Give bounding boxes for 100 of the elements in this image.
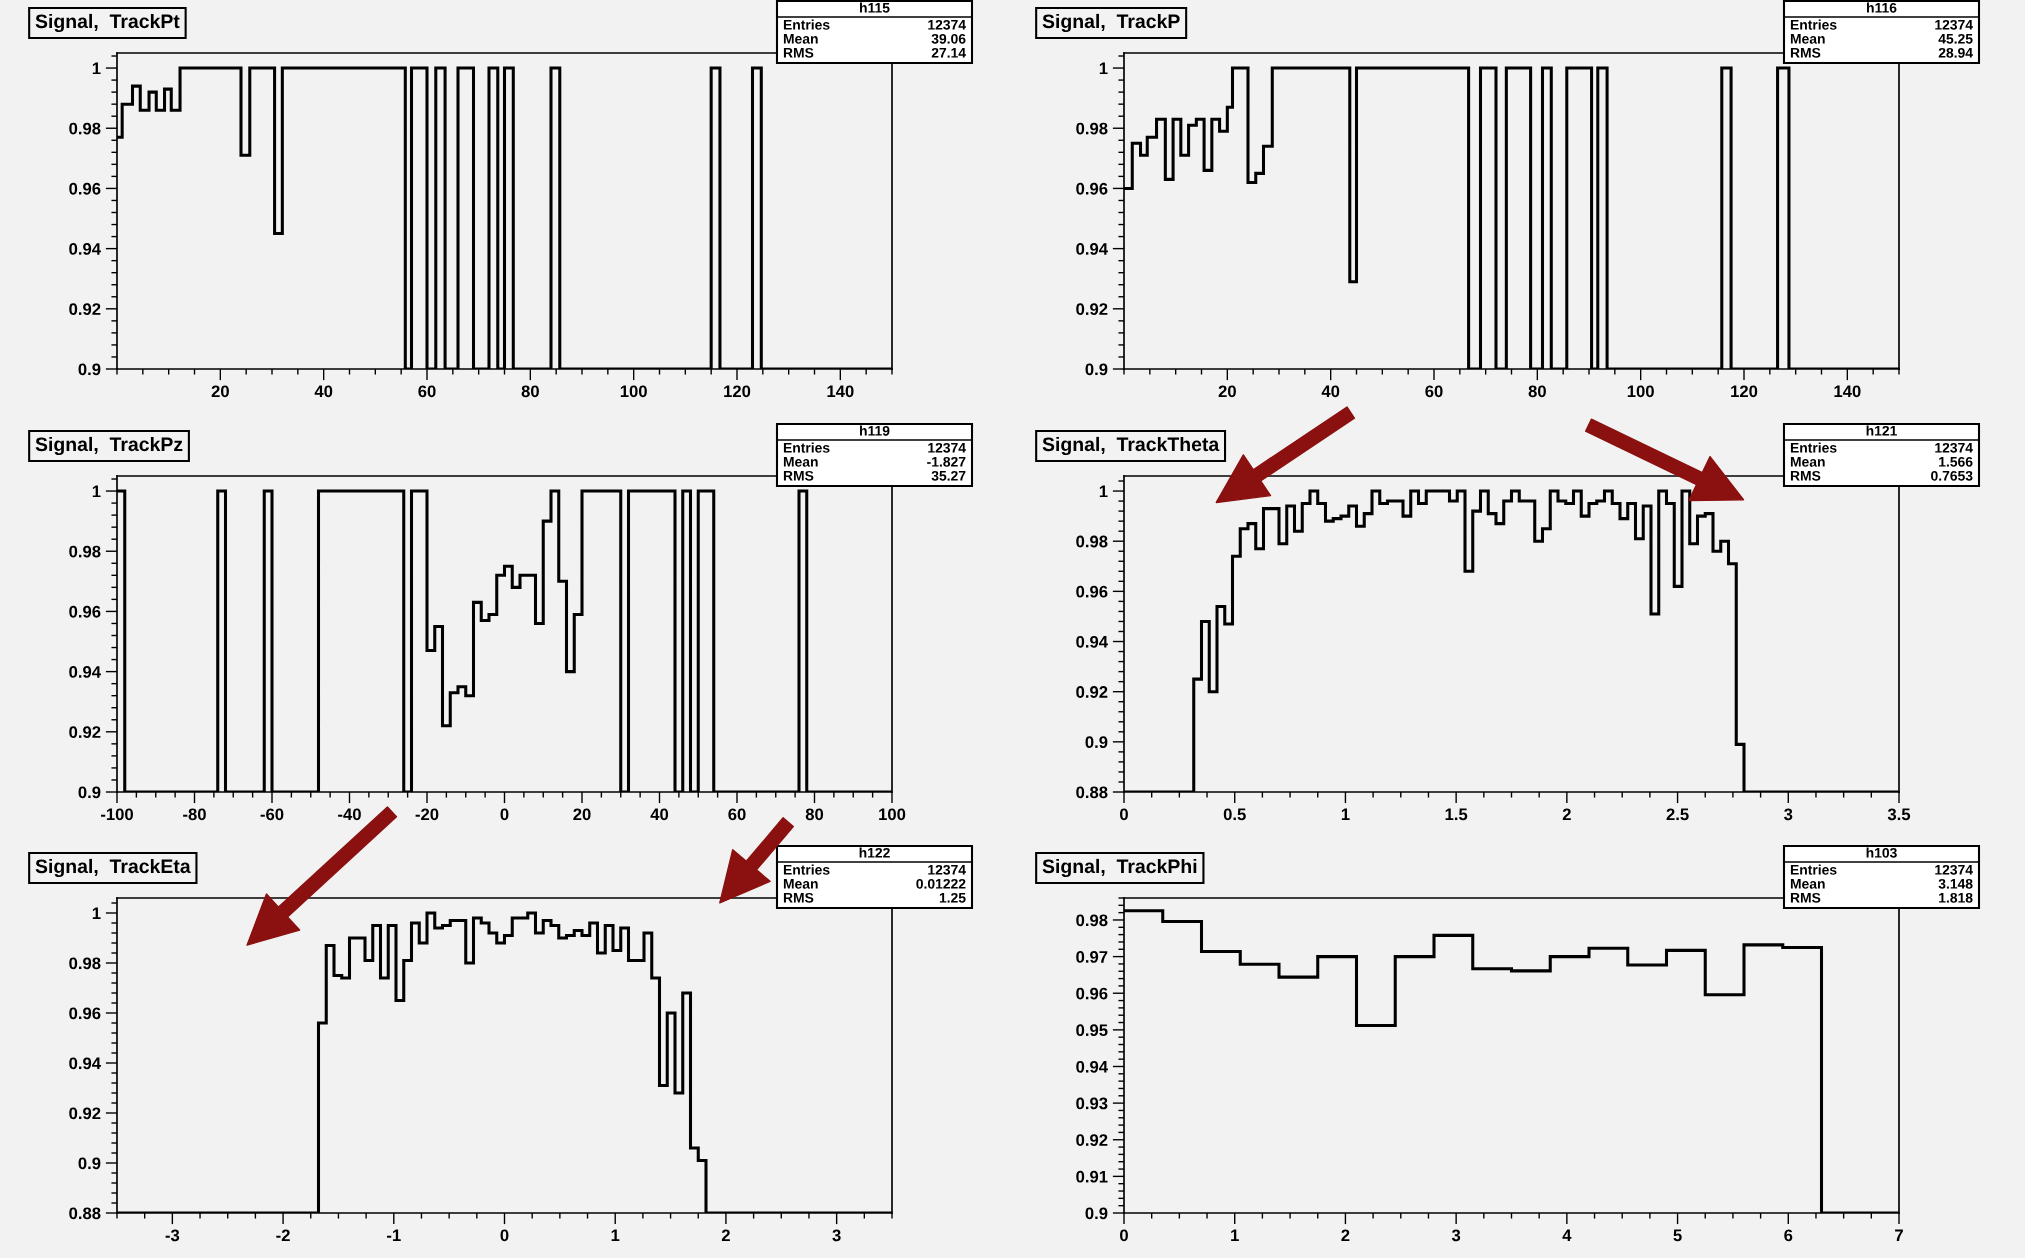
y-tick-label: 1 [92,907,101,920]
x-tick-label: 100 [620,385,647,398]
text: 1.566 [1939,456,1973,467]
text: 12374 [928,442,966,453]
chart-title: Signal, TrackPt [35,13,180,33]
x-tick-label: 40 [1321,385,1340,398]
x-tick-label: 40 [314,385,333,398]
y-tick-label: 0.92 [69,726,101,739]
x-tick-label: 0 [500,808,509,821]
text: 1.25 [939,892,966,903]
y-tick-label: 0.88 [69,1207,101,1220]
text: Entries [1790,442,1837,453]
text: Mean [783,879,818,889]
x-tick-label: -1 [387,1229,401,1242]
x-tick-label: -80 [183,808,206,821]
x-tick-label: 140 [827,385,854,398]
y-tick-label: 1 [1099,485,1108,498]
text: h115 [860,2,890,13]
text: h121 [1866,425,1897,436]
y-tick-label: 0.94 [1076,243,1108,255]
text: Entries [783,19,830,30]
y-tick-label: 0.98 [1076,122,1108,135]
y-tick-label: 0.9 [1085,1207,1108,1220]
x-tick-label: -40 [338,808,361,821]
text: Entries [783,442,830,453]
annotation: RMS [783,470,814,481]
text: Mean [1790,879,1825,889]
chart-title: Signal, TrackEta [35,858,191,878]
annotation: RMS [1790,892,1821,903]
x-tick-label: 3 [832,1229,841,1242]
x-tick-label: 3 [1784,808,1793,821]
y-tick-label: 0.92 [69,303,101,316]
y-tick-label: 0.9 [78,1157,101,1170]
y-tick-label: 0.94 [69,243,101,255]
x-tick-label: 60 [1425,385,1443,398]
text: 12374 [1935,864,1973,875]
text: Mean [783,457,818,467]
y-tick-label: 0.96 [1076,987,1108,1000]
x-tick-label: 20 [573,808,591,821]
x-tick-label: 1 [1231,1229,1239,1242]
x-tick-label: 120 [724,385,751,398]
text: h116 [1867,2,1897,13]
x-tick-label: -20 [415,808,439,821]
text: Entries [783,864,830,875]
x-tick-label: 0 [1120,808,1128,821]
x-tick-label: 80 [521,385,539,398]
y-tick-label: 0.96 [69,1007,101,1020]
x-tick-label: 3 [1451,1229,1461,1242]
x-tick-label: 1 [1341,808,1350,821]
text: 12374 [928,19,966,30]
text: 27.14 [931,47,966,58]
x-tick-label: 3.5 [1887,808,1911,821]
y-tick-label: 0.88 [1076,786,1108,799]
text: 35.27 [931,470,966,481]
y-tick-label: 0.96 [1076,585,1108,598]
text: 28.94 [1938,47,1973,58]
x-tick-label: 20 [211,385,229,398]
y-tick-label: 0.96 [1076,182,1108,195]
text: h119 [860,425,890,436]
x-tick-label: 20 [1218,385,1236,398]
y-tick-label: 0.96 [69,605,101,618]
y-tick-label: 0.9 [1085,736,1108,749]
x-tick-label: 2 [721,1229,730,1242]
x-tick-label: 0.5 [1223,808,1246,821]
annotation: RMS [1790,470,1821,481]
x-tick-label: 2.5 [1666,808,1689,821]
y-tick-label: 0.92 [69,1107,101,1120]
x-tick-label: 6 [1784,1229,1793,1242]
y-tick-label: 0.98 [69,957,101,970]
text: Entries [1790,19,1837,30]
x-tick-label: 100 [879,808,906,821]
x-tick-label: 0 [1120,1229,1128,1242]
x-tick-label: -2 [276,1229,290,1242]
y-tick-label: 0.95 [1076,1024,1108,1037]
x-tick-label: 140 [1834,385,1861,398]
annotation: RMS [1790,47,1821,58]
text: h103 [1866,847,1897,858]
x-tick-label: 1 [611,1229,620,1242]
text: 45.25 [1938,33,1973,44]
x-tick-label: 4 [1562,1229,1572,1242]
y-tick-label: 0.94 [1076,1060,1108,1073]
text: 12374 [1935,442,1973,453]
x-tick-label: 5 [1673,1229,1682,1242]
y-tick-label: 0.94 [1076,635,1108,648]
text: 12374 [1935,19,1973,30]
x-tick-label: -100 [100,808,133,821]
x-tick-label: 60 [418,385,436,398]
y-tick-label: 0.93 [1076,1097,1108,1110]
x-tick-label: 1.5 [1445,808,1468,821]
x-tick-label: -60 [260,808,284,821]
chart-title: Signal, TrackPz [35,436,183,456]
y-tick-label: 0.9 [78,786,101,799]
y-tick-label: 0.91 [1076,1170,1108,1183]
text: -1.827 [927,456,966,467]
text: Entries [1790,864,1837,875]
chart-title: Signal, TrackTheta [1042,436,1220,456]
x-tick-label: 120 [1731,385,1758,398]
y-tick-label: 0.98 [69,545,101,558]
y-tick-label: 0.9 [1085,363,1108,376]
y-tick-label: 1 [92,485,101,498]
